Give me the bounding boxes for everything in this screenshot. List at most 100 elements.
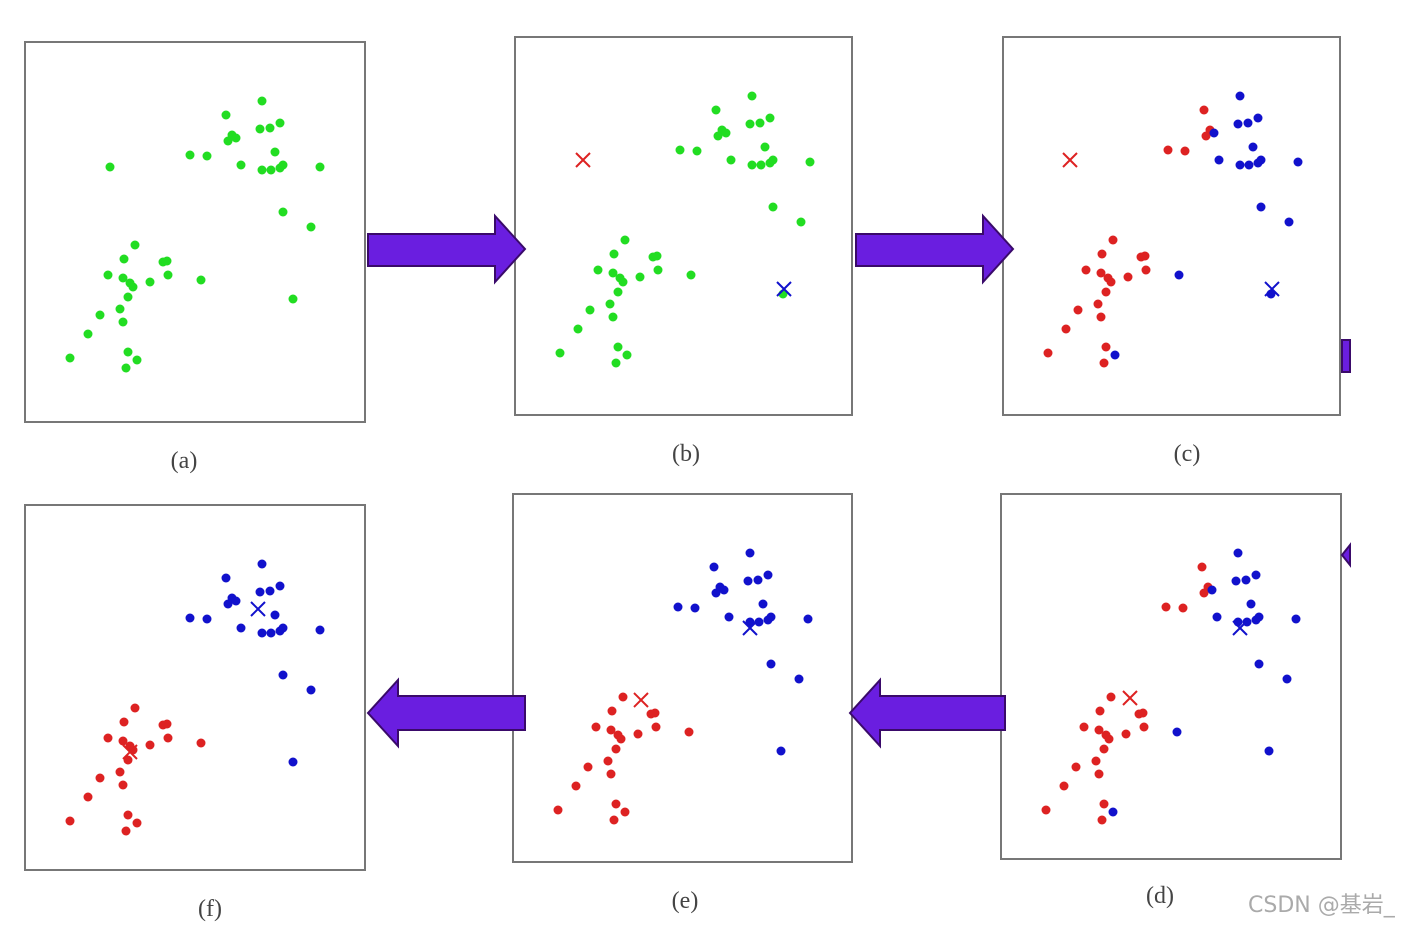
point (760, 142, 770, 152)
point (603, 756, 613, 766)
point (231, 133, 241, 143)
point (1091, 756, 1101, 766)
point (618, 692, 628, 702)
point (1099, 358, 1109, 368)
point (278, 670, 288, 680)
arrow (366, 677, 526, 749)
point (1071, 762, 1081, 772)
point (1246, 599, 1256, 609)
point (1081, 265, 1091, 275)
point (754, 617, 764, 627)
watermark: CSDN @基岩_ (1248, 893, 1396, 918)
point (1235, 160, 1245, 170)
point (1235, 91, 1245, 101)
point (1254, 659, 1264, 669)
point (132, 355, 142, 365)
point (255, 587, 265, 597)
point (1254, 612, 1264, 622)
point (766, 612, 776, 622)
point (753, 575, 763, 585)
panel-label: (d) (1146, 883, 1174, 909)
point (635, 272, 645, 282)
point (1123, 272, 1133, 282)
point (270, 610, 280, 620)
point (266, 628, 276, 638)
point (1209, 128, 1219, 138)
point (257, 165, 267, 175)
point (1041, 805, 1051, 815)
point (651, 722, 661, 732)
point (609, 249, 619, 259)
point (83, 792, 93, 802)
point (103, 270, 113, 280)
point (275, 118, 285, 128)
point (692, 146, 702, 156)
point (1163, 145, 1173, 155)
point (278, 623, 288, 633)
point (118, 317, 128, 327)
point (270, 147, 280, 157)
centroid (1232, 620, 1248, 636)
point (745, 548, 755, 558)
point (1172, 727, 1182, 737)
point (265, 123, 275, 133)
point (1059, 781, 1069, 791)
point (1161, 602, 1171, 612)
point (130, 703, 140, 713)
point (1243, 118, 1253, 128)
centroid (575, 152, 591, 168)
point (202, 614, 212, 624)
point (1199, 105, 1209, 115)
point (266, 165, 276, 175)
point (690, 603, 700, 613)
point (1106, 277, 1116, 287)
point (673, 602, 683, 612)
point (805, 157, 815, 167)
arrow-fragment (1341, 339, 1351, 373)
point (1197, 562, 1207, 572)
point (257, 96, 267, 106)
point (616, 734, 626, 744)
point (713, 131, 723, 141)
point (1108, 235, 1118, 245)
point (1043, 348, 1053, 358)
point (1140, 251, 1150, 261)
point (743, 576, 753, 586)
point (618, 277, 628, 287)
point (768, 202, 778, 212)
point (622, 350, 632, 360)
point (1139, 722, 1149, 732)
point (265, 586, 275, 596)
point (306, 222, 316, 232)
point (236, 623, 246, 633)
point (1256, 155, 1266, 165)
point (585, 305, 595, 315)
point (1248, 142, 1258, 152)
point (1097, 815, 1107, 825)
point (747, 160, 757, 170)
centroid (250, 601, 266, 617)
point (315, 162, 325, 172)
point (766, 659, 776, 669)
point (1138, 708, 1148, 718)
point (607, 706, 617, 716)
point (745, 119, 755, 129)
centroid (742, 620, 758, 636)
point (185, 613, 195, 623)
point (1099, 744, 1109, 754)
point (768, 155, 778, 165)
point (1101, 342, 1111, 352)
point (1104, 734, 1114, 744)
point (1293, 157, 1303, 167)
centroid (122, 744, 138, 760)
point (613, 287, 623, 297)
point (1096, 268, 1106, 278)
point (1106, 692, 1116, 702)
panel-c (1002, 36, 1341, 416)
point (794, 674, 804, 684)
arrow (848, 677, 1006, 749)
point (315, 625, 325, 635)
point (719, 585, 729, 595)
point (1093, 299, 1103, 309)
point (123, 755, 133, 765)
